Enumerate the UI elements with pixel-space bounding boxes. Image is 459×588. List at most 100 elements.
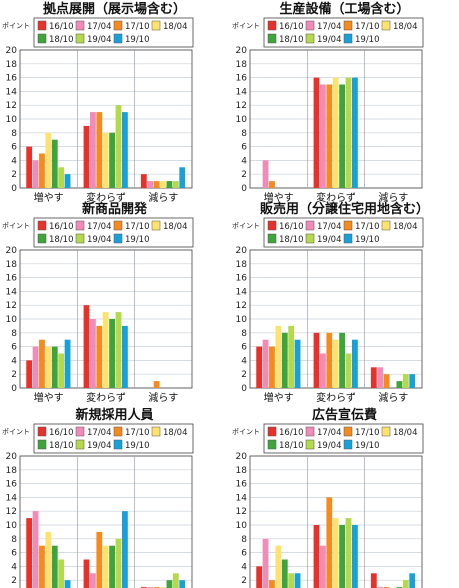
legend-box	[263, 17, 424, 48]
x-tick-label: 増やす	[264, 191, 294, 204]
bar	[409, 374, 416, 388]
y-tick-label: 12	[6, 301, 17, 311]
y-tick-label: 8	[241, 535, 247, 545]
x-tick-label: 減らす	[378, 191, 408, 204]
bar	[313, 525, 320, 588]
x-tick-label: 減らす	[148, 391, 178, 404]
legend-swatch	[113, 439, 123, 450]
legend-swatch	[267, 33, 277, 44]
y-tick-label: 4	[11, 156, 17, 166]
bar	[383, 374, 390, 388]
bar	[281, 332, 288, 388]
legend-swatch	[267, 233, 277, 244]
bar	[262, 160, 269, 188]
legend-label: 18/10	[279, 441, 304, 451]
legend-label: 18/10	[49, 35, 74, 45]
bar	[179, 167, 186, 188]
bar	[90, 319, 96, 388]
bar	[352, 339, 358, 388]
bar	[352, 525, 358, 588]
bar	[45, 531, 52, 588]
bar	[64, 580, 71, 588]
y-tick-label: 0	[11, 184, 17, 194]
legend-title: ポイント	[2, 222, 30, 230]
legend-swatch	[305, 439, 315, 450]
bar	[115, 105, 122, 188]
y-tick-label: 10	[6, 115, 18, 125]
y-tick-label: 8	[241, 129, 247, 139]
y-tick-label: 4	[11, 562, 17, 572]
legend-label: 18/04	[163, 22, 188, 32]
legend-swatch	[305, 426, 315, 437]
legend-title: ポイント	[2, 428, 30, 436]
y-tick-label: 8	[11, 129, 17, 139]
x-tick-label: 変わらず	[316, 191, 356, 204]
bar	[64, 339, 71, 388]
bar	[45, 132, 52, 188]
chart-panel: 拠点展開（展示場含む） ポイント 16/10 17/04 17/10 18/04 18/10…	[2, 1, 194, 204]
x-tick-label: 減らす	[378, 391, 408, 404]
y-tick-label: 14	[236, 287, 248, 297]
legend-swatch	[381, 426, 391, 437]
chart-title: 生産設備（工場含む）	[279, 1, 409, 17]
bar	[339, 525, 345, 588]
bar	[179, 580, 186, 588]
bar	[122, 112, 128, 188]
bar	[294, 339, 301, 388]
y-tick-label: 2	[241, 576, 247, 586]
y-tick-label: 16	[236, 74, 248, 84]
y-tick-label: 18	[6, 60, 18, 70]
x-tick-label: 変わらず	[86, 391, 126, 404]
bar	[26, 360, 33, 388]
bar	[26, 146, 33, 188]
bar	[45, 346, 52, 388]
legend-swatch	[37, 20, 47, 31]
y-tick-label: 10	[6, 315, 18, 325]
y-tick-label: 18	[6, 466, 18, 476]
legend-label: 17/04	[317, 222, 342, 232]
legend-label: 17/04	[87, 222, 112, 232]
bar	[294, 573, 301, 588]
legend-label: 17/10	[355, 22, 380, 32]
legend-swatch	[343, 426, 353, 437]
chart-title: 広告宣伝費	[312, 407, 377, 423]
bar	[147, 181, 154, 188]
legend-swatch	[343, 20, 353, 31]
legend-swatch	[113, 33, 123, 44]
legend-swatch	[113, 233, 123, 244]
bar	[90, 112, 96, 188]
legend-swatch	[113, 220, 123, 231]
legend-label: 17/10	[355, 222, 380, 232]
bar	[64, 174, 71, 188]
legend-swatch	[305, 20, 315, 31]
y-tick-label: 14	[236, 87, 248, 97]
bar	[102, 312, 109, 388]
y-tick-label: 14	[236, 493, 248, 503]
legend-swatch	[151, 20, 161, 31]
legend-label: 19/04	[87, 441, 112, 451]
legend-label: 18/10	[279, 235, 304, 245]
x-tick-label: 増やす	[264, 391, 294, 404]
y-tick-label: 8	[11, 329, 17, 339]
legend-label: 17/10	[355, 428, 380, 438]
y-tick-label: 20	[236, 452, 248, 462]
bar	[352, 77, 358, 188]
bar	[26, 518, 33, 588]
y-tick-label: 6	[241, 343, 247, 353]
legend-label: 17/04	[87, 22, 112, 32]
bar	[269, 181, 275, 188]
bar	[51, 139, 58, 188]
bar	[370, 573, 377, 588]
legend-label: 17/10	[125, 22, 150, 32]
y-tick-label: 0	[241, 184, 247, 194]
bar	[262, 339, 269, 388]
legend-label: 16/10	[49, 222, 74, 232]
bar	[172, 181, 179, 188]
bar	[320, 545, 326, 588]
legend-title: ポイント	[2, 22, 30, 30]
bar	[39, 545, 45, 588]
legend-swatch	[75, 220, 85, 231]
bar	[396, 381, 403, 388]
bar	[377, 367, 384, 388]
